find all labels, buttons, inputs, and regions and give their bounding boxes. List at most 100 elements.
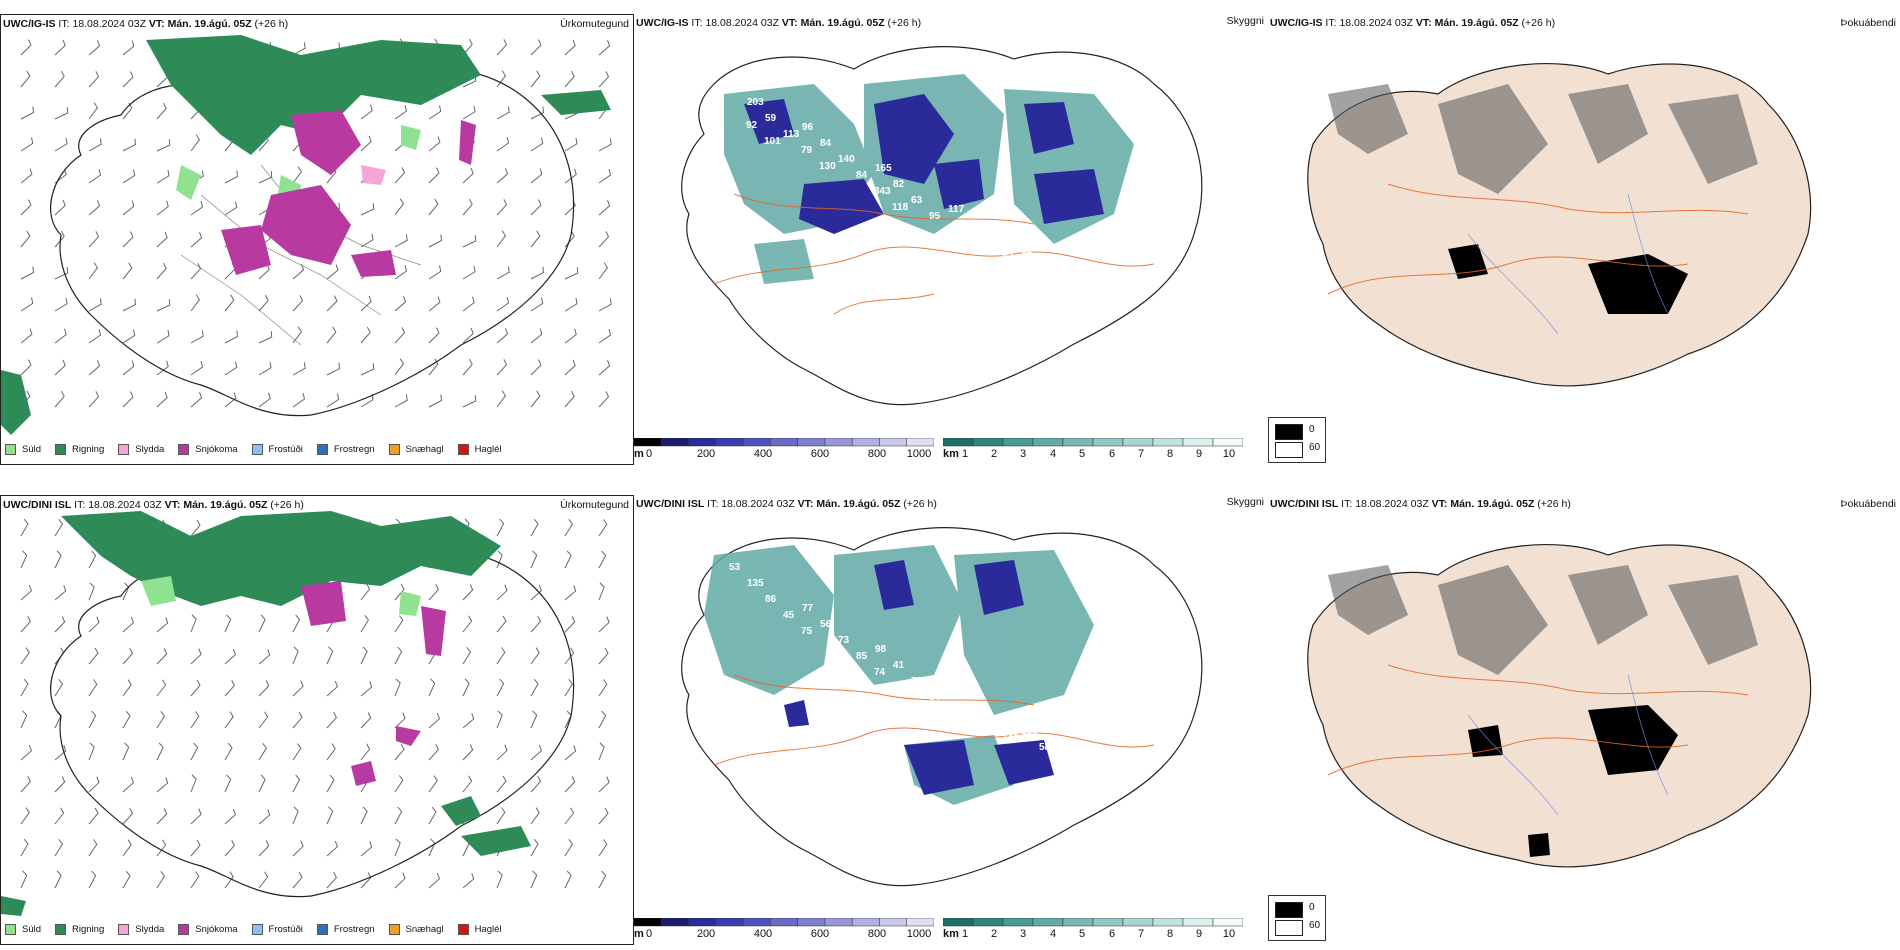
- fog-key: 0 60: [1268, 895, 1326, 941]
- cbar-tick: 600: [810, 928, 830, 940]
- wind-barb: [496, 807, 506, 825]
- wind-barb: [258, 774, 266, 793]
- wind-barb: [20, 775, 31, 793]
- wind-barb: [462, 713, 475, 729]
- wind-barb: [122, 742, 130, 761]
- cbar-tick: 5: [1078, 448, 1086, 460]
- cbar-tick: 3: [1019, 928, 1027, 940]
- wind-barb: [462, 265, 476, 280]
- iceland-coastline: [1307, 62, 1812, 387]
- cbar-unit-label: km: [943, 928, 959, 940]
- visibility-value-label: 56: [820, 619, 832, 630]
- snow-area: [221, 110, 476, 277]
- wind-barb: [496, 359, 508, 376]
- wind-barb: [360, 326, 371, 344]
- wind-barb: [224, 201, 238, 216]
- wind-barb: [326, 743, 336, 761]
- wind-barb: [462, 38, 473, 56]
- visibility-value-label: 20: [966, 701, 978, 712]
- snow-area: [301, 581, 446, 786]
- colorbar-swatch: [1032, 438, 1064, 447]
- wind-barb: [360, 743, 371, 761]
- colorbar-swatch: [906, 438, 934, 447]
- legend-item: Snjókoma: [178, 923, 238, 935]
- wind-barb: [20, 70, 31, 88]
- colorbar-swatch: [661, 918, 689, 927]
- colorbar-swatch: [879, 918, 907, 927]
- wind-barb: [496, 230, 507, 248]
- wind-barb: [54, 390, 65, 408]
- wind-barb: [88, 839, 98, 857]
- wind-barb: [190, 774, 197, 793]
- colorbar-swatch: [797, 918, 826, 927]
- fog-key-high-label: 0: [1309, 424, 1315, 435]
- wind-barb: [20, 710, 28, 729]
- legend-swatch: [118, 443, 130, 455]
- wind-barb: [292, 326, 303, 344]
- wind-barb: [530, 297, 544, 312]
- wind-barb: [360, 583, 371, 601]
- wind-barb: [530, 199, 542, 216]
- wind-barb: [122, 776, 134, 793]
- legend-swatch: [251, 923, 263, 935]
- wind-barb: [292, 392, 306, 408]
- wind-barb: [360, 104, 373, 120]
- wind-barb: [462, 395, 477, 408]
- wind-barb: [20, 518, 29, 537]
- wind-barb: [122, 71, 134, 88]
- wind-barb: [530, 518, 539, 537]
- wind-barb: [54, 585, 67, 601]
- panel-title: UWC/IG-IS IT: 18.08.2024 03Z VT: Mán. 19…: [1270, 17, 1556, 29]
- wind-barb: [122, 807, 133, 825]
- colorbar-swatch: [742, 438, 771, 447]
- wind-barb: [122, 679, 132, 697]
- wind-barb: [564, 39, 576, 56]
- wind-barb: [462, 647, 472, 665]
- legend-swatch: [5, 443, 16, 455]
- colorbar-swatch: [824, 918, 853, 927]
- wind-barb: [530, 328, 543, 344]
- wind-barb: [190, 134, 201, 152]
- wind-barb: [54, 745, 67, 761]
- visibility-value-label: 343: [874, 186, 891, 197]
- wind-barb: [258, 743, 268, 761]
- wind-barb: [496, 136, 510, 152]
- visibility-value-label: 144: [1093, 309, 1110, 320]
- wind-barb: [496, 584, 508, 601]
- wind-barb: [88, 168, 102, 184]
- wind-barb: [190, 360, 204, 376]
- wind-barb: [564, 390, 575, 408]
- precip-legend: Súld Rigning Slydda Snjókoma Frostúði Fr…: [5, 442, 516, 456]
- wind-barb: [564, 679, 574, 697]
- wind-barb: [530, 359, 542, 376]
- visibility-value-label: 119: [1038, 284, 1055, 295]
- wind-barb: [156, 231, 168, 248]
- cbar-tick: 10: [1222, 448, 1236, 460]
- wind-barb: [598, 138, 612, 152]
- drizzle-area: [141, 576, 421, 616]
- wind-barb: [20, 199, 32, 216]
- wind-barb: [496, 106, 510, 120]
- visibility-value-label: 110: [1039, 261, 1056, 272]
- wind-barb: [564, 647, 575, 665]
- wind-barb: [598, 647, 609, 665]
- wind-barb: [156, 102, 167, 120]
- wind-barb: [88, 550, 97, 569]
- colorbar-swatch: [634, 438, 662, 447]
- wind-barb: [428, 105, 442, 120]
- wind-barb: [530, 678, 539, 697]
- wind-barb: [20, 168, 33, 184]
- legend-item: Súld: [5, 443, 41, 455]
- wind-barb: [394, 583, 405, 601]
- wind-barb: [394, 198, 405, 216]
- wind-barb: [122, 40, 135, 56]
- wind-barb: [20, 807, 30, 825]
- wind-barb: [88, 40, 101, 56]
- colorbar-swatch: [770, 438, 798, 447]
- wind-barb: [530, 230, 541, 248]
- visibility-value-label: 64: [984, 717, 996, 728]
- cbar-tick: 7: [1137, 448, 1145, 460]
- cbar-tick: 3: [1019, 448, 1027, 460]
- wind-barb: [530, 266, 545, 280]
- wind-barb: [156, 679, 167, 697]
